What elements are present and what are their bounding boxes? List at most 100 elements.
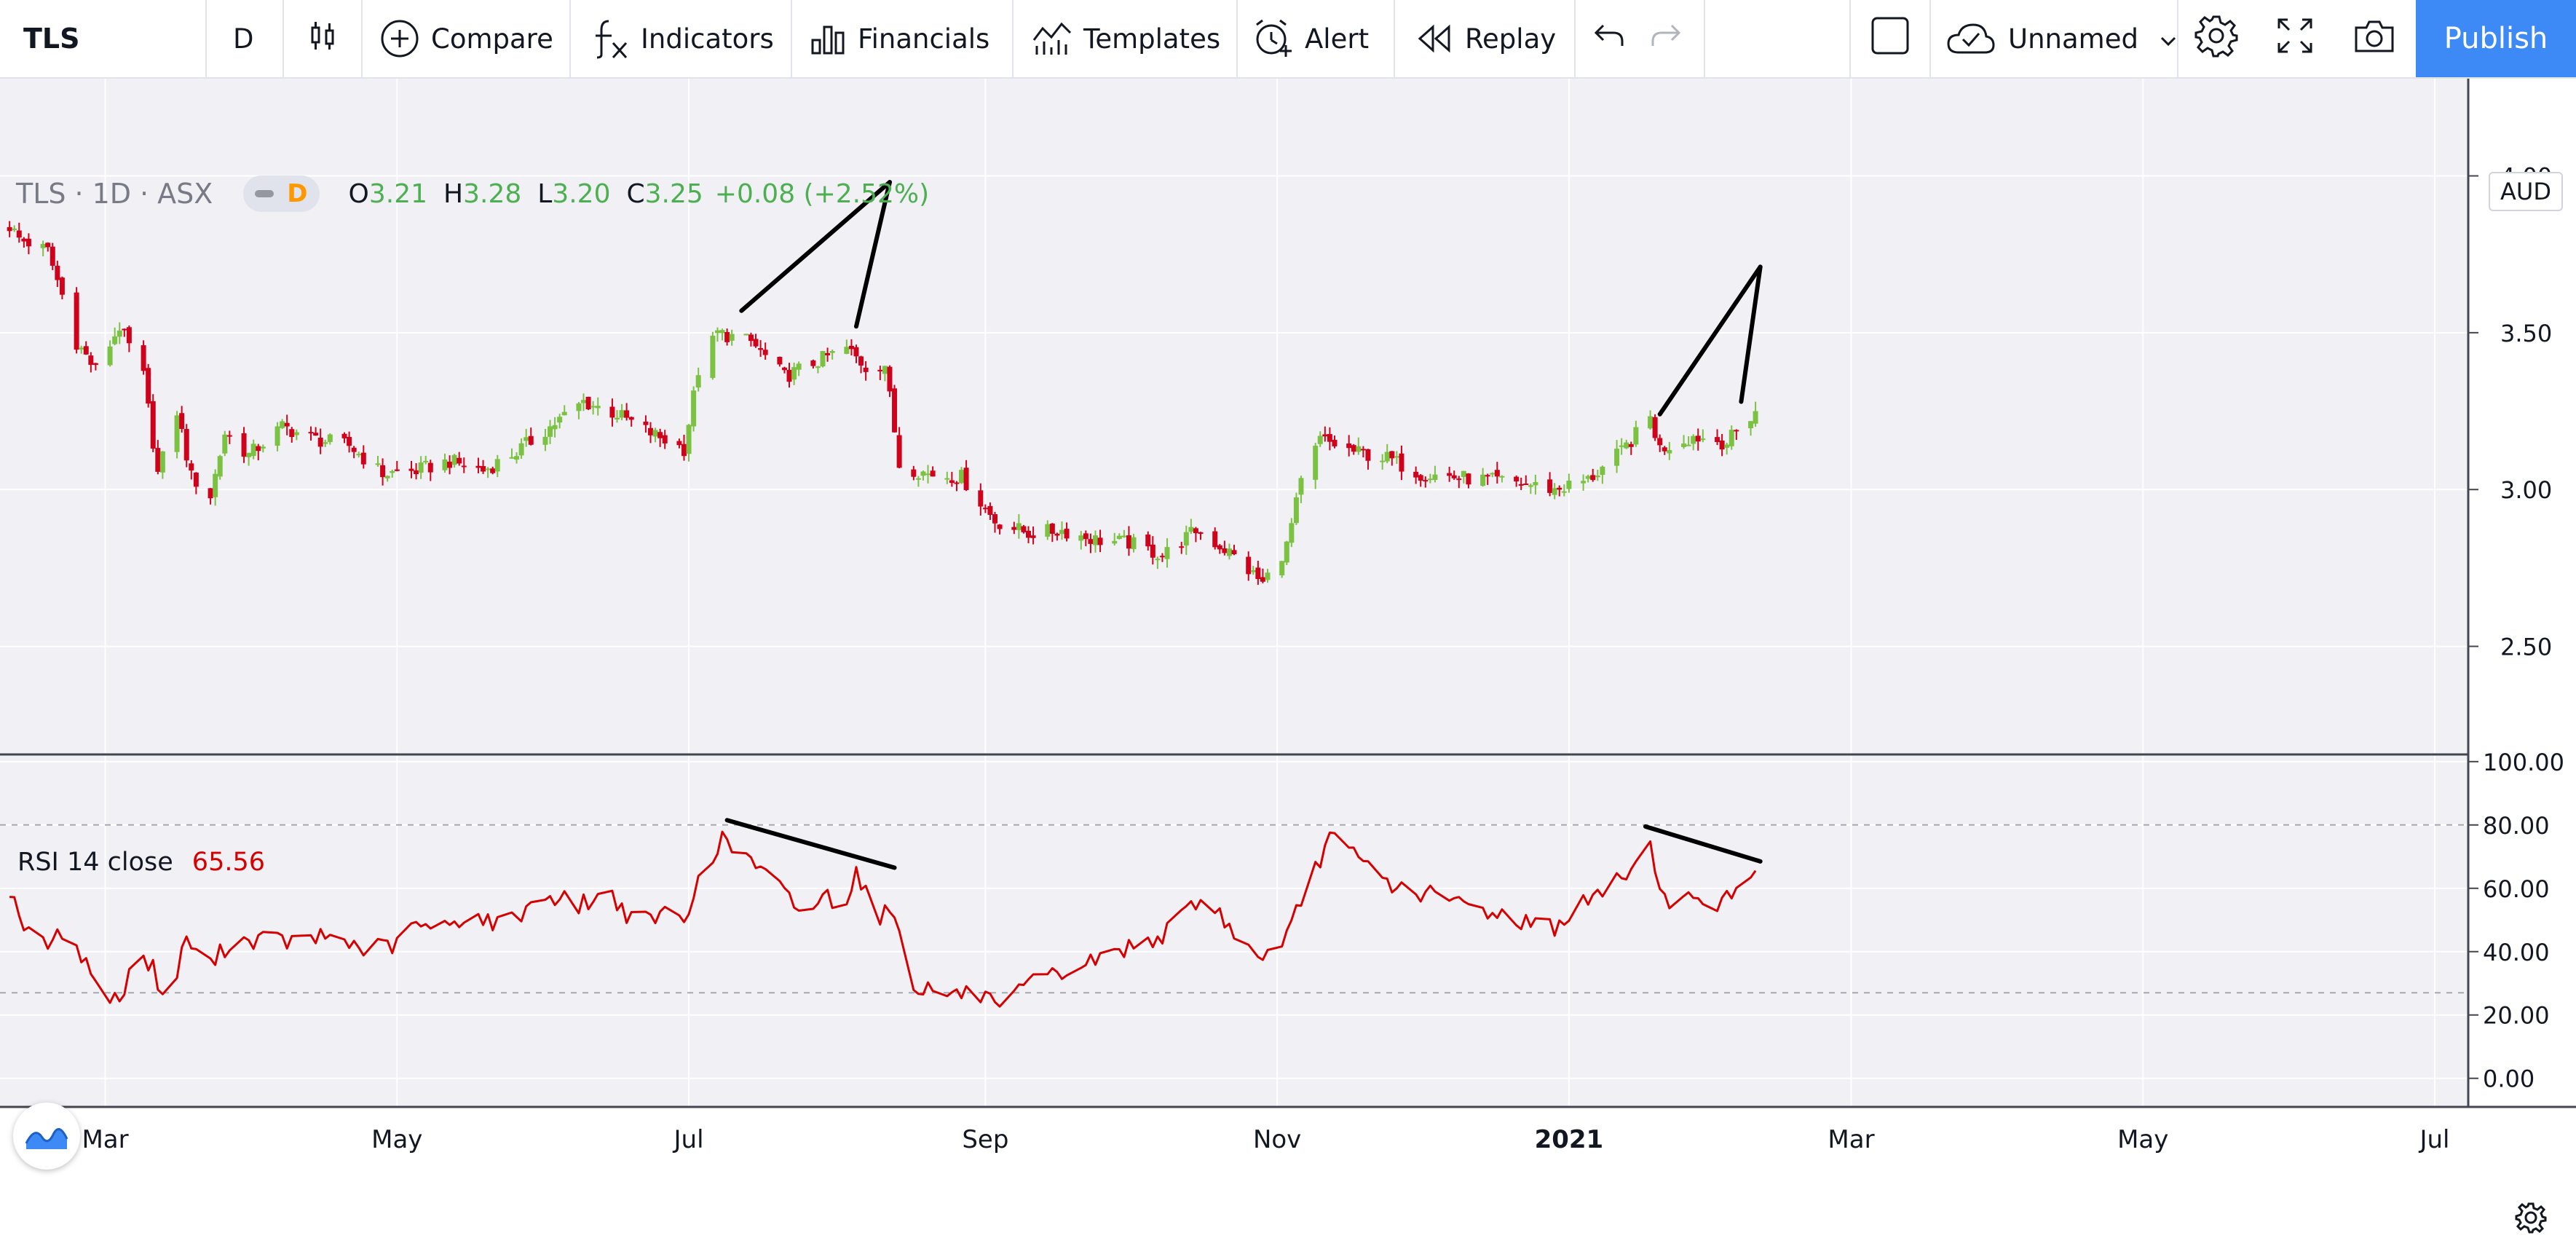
toolbar-divider [1236, 0, 1238, 77]
price-trend-line-drawing[interactable] [739, 180, 892, 313]
legend-high-key: H [443, 178, 464, 209]
price-trend-line-drawing[interactable] [853, 180, 892, 329]
rsi-trend-line-drawing[interactable] [1643, 824, 1763, 864]
candle-body [92, 363, 98, 366]
chart-area[interactable]: MarMayJulSepNov2021MarMayJul4.003.503.00… [0, 79, 2576, 1234]
fullscreen-button[interactable] [2276, 0, 2314, 77]
candle-body [518, 443, 524, 456]
currency-badge[interactable]: AUD [2489, 172, 2563, 211]
candle-body [920, 471, 926, 476]
undo-button[interactable] [1593, 0, 1625, 77]
candle-body [1121, 535, 1127, 537]
toolbar-divider [1394, 0, 1395, 77]
candle-body [887, 366, 893, 392]
candle-body [1451, 475, 1457, 478]
candle-body [882, 366, 888, 374]
candle-body [619, 410, 625, 418]
rsi-trend-line-drawing[interactable] [724, 818, 897, 870]
legend-close-value: 3.25 [644, 178, 703, 209]
interval-button[interactable]: D [233, 23, 254, 55]
candle-body [74, 292, 79, 350]
candle-body [126, 327, 132, 344]
rsi-axis-tick-label: 60.00 [2483, 875, 2550, 903]
candle-body [595, 406, 601, 409]
candle-body [1198, 532, 1204, 535]
candle-body [1734, 430, 1739, 432]
symbol-search-button[interactable]: TLS [23, 23, 80, 55]
compare-button[interactable]: Compare [380, 0, 553, 77]
candle-body [681, 443, 687, 457]
legend-close-key: C [626, 178, 645, 209]
candle-body [1126, 535, 1131, 549]
rsi-line[interactable] [9, 830, 1757, 1008]
candle-body [1159, 556, 1165, 558]
candle-body [150, 401, 156, 449]
price-trend-line-drawing[interactable] [1739, 264, 1763, 404]
snapshot-button[interactable] [2353, 0, 2395, 77]
alert-button[interactable]: Alert [1254, 0, 1369, 77]
candle-body [1226, 548, 1232, 556]
candle-body [1466, 473, 1471, 485]
candle-body [280, 421, 285, 428]
candle-body [949, 480, 955, 484]
settings-button[interactable] [2194, 0, 2238, 77]
candle-body [1188, 527, 1194, 532]
candle-body [1356, 446, 1362, 452]
candle-body [954, 482, 960, 484]
candle-body [714, 330, 720, 334]
candle-body [1360, 449, 1366, 451]
axis-settings-gear-icon[interactable] [2510, 1197, 2551, 1238]
candle-body [719, 330, 725, 334]
data-status-badge[interactable]: D [243, 176, 320, 212]
layout-name-button[interactable]: Unnamed [1945, 0, 2178, 77]
candle-body [1059, 529, 1064, 535]
select-tool-button[interactable] [1870, 0, 1911, 77]
toolbar-divider [361, 0, 363, 77]
candle-body [1724, 444, 1730, 448]
settings-gear-icon [2194, 14, 2238, 64]
chevron-down-icon[interactable] [2159, 23, 2178, 55]
candle-body [1384, 452, 1390, 462]
candle-body [226, 435, 232, 437]
replay-button[interactable]: Replay [1417, 0, 1556, 77]
candle-body [217, 456, 223, 477]
candle-body [485, 468, 491, 470]
candle-body [1016, 523, 1022, 530]
candle-body [208, 488, 213, 499]
candle-body [246, 452, 252, 457]
legend-interval: 1D [92, 178, 132, 210]
rsi-legend[interactable]: RSI 14 close 65.56 [17, 848, 265, 877]
candle-body [691, 390, 697, 427]
select-square-icon [1870, 15, 1911, 63]
candle-body [911, 469, 917, 477]
chart-style-button[interactable] [306, 0, 339, 77]
financials-button[interactable]: Financials [810, 0, 989, 77]
candle-body [1217, 545, 1222, 550]
candle-body [542, 436, 548, 445]
publish-button[interactable]: Publish [2416, 0, 2576, 77]
price-axis-tick-label: 2.50 [2500, 634, 2552, 661]
candle-body [1667, 450, 1672, 454]
legend-symbol[interactable]: TLS [16, 178, 66, 210]
candle-body [1695, 435, 1701, 442]
redo-button[interactable] [1650, 0, 1682, 77]
indicators-button[interactable]: Indicators [593, 0, 774, 77]
toolbar-divider [2177, 0, 2178, 77]
candle-body [112, 336, 118, 344]
candle-body [1231, 550, 1237, 555]
candle-body [1619, 445, 1624, 447]
candle-body [1394, 456, 1399, 458]
candle-body [250, 443, 256, 457]
candle-body [576, 403, 582, 411]
chart-svg[interactable]: MarMayJulSepNov2021MarMayJul4.003.503.00… [0, 79, 2576, 1178]
price-trend-line-drawing[interactable] [1657, 264, 1763, 417]
templates-button[interactable]: Templates [1032, 0, 1220, 77]
candle-body [925, 473, 931, 476]
tradingview-logo-icon[interactable] [13, 1103, 80, 1170]
toolbar-divider [569, 0, 571, 77]
candle-body [457, 457, 462, 464]
candle-body [959, 470, 965, 484]
candle-body [615, 417, 620, 419]
candle-body [159, 451, 165, 473]
candle-body [1614, 449, 1620, 466]
